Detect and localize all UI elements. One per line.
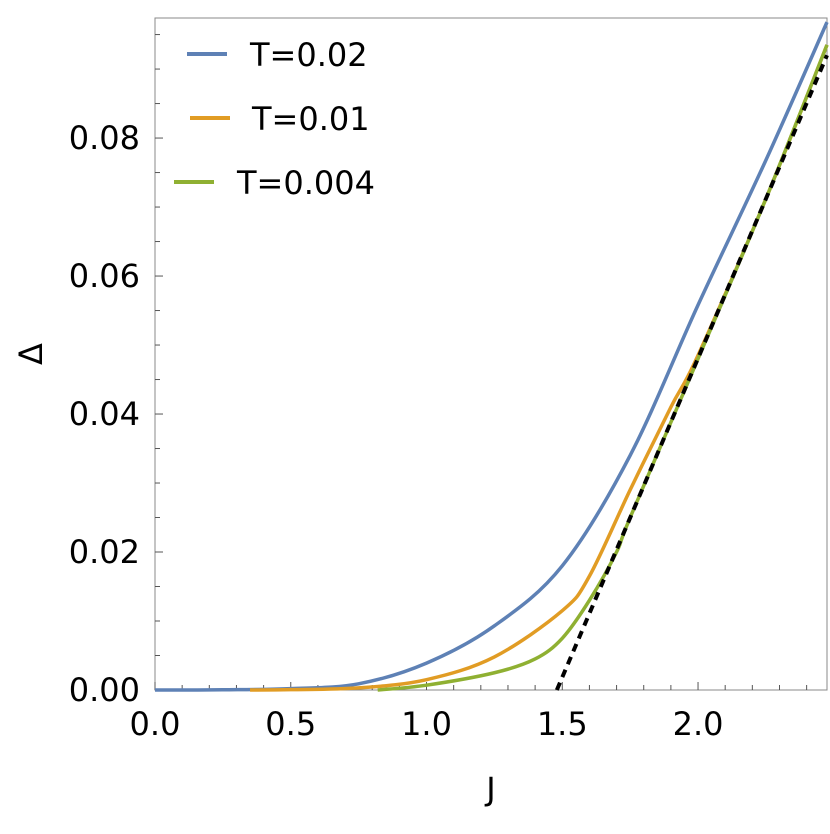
y-axis-label: Δ bbox=[12, 343, 50, 365]
asymptote-dashed-line bbox=[555, 54, 829, 691]
y-tick-label: 0.00 bbox=[69, 671, 140, 709]
x-tick-labels: 0.0 0.5 1.0 1.5 2.0 bbox=[130, 705, 724, 743]
series-lines bbox=[154, 21, 829, 692]
legend-label-2: T=0.004 bbox=[236, 164, 375, 202]
x-tick-label: 1.5 bbox=[537, 705, 588, 743]
x-tick-label: 0.0 bbox=[130, 705, 181, 743]
x-axis-label: J bbox=[484, 770, 495, 808]
y-tick-label: 0.08 bbox=[69, 119, 140, 157]
plot-frame bbox=[154, 17, 828, 691]
y-tick-label: 0.06 bbox=[69, 257, 140, 295]
y-tick-labels: 0.00 0.02 0.04 0.06 0.08 bbox=[69, 119, 140, 709]
legend: T=0.02 T=0.01 T=0.004 bbox=[174, 36, 375, 202]
y-tick-label: 0.02 bbox=[69, 533, 140, 571]
x-tick-label: 2.0 bbox=[673, 705, 724, 743]
y-tick-label: 0.04 bbox=[69, 395, 140, 433]
x-tick-label: 1.0 bbox=[401, 705, 452, 743]
series-line-2 bbox=[377, 44, 829, 692]
legend-label-0: T=0.02 bbox=[249, 36, 368, 74]
x-tick-label: 0.5 bbox=[265, 705, 316, 743]
legend-label-1: T=0.01 bbox=[251, 100, 370, 138]
